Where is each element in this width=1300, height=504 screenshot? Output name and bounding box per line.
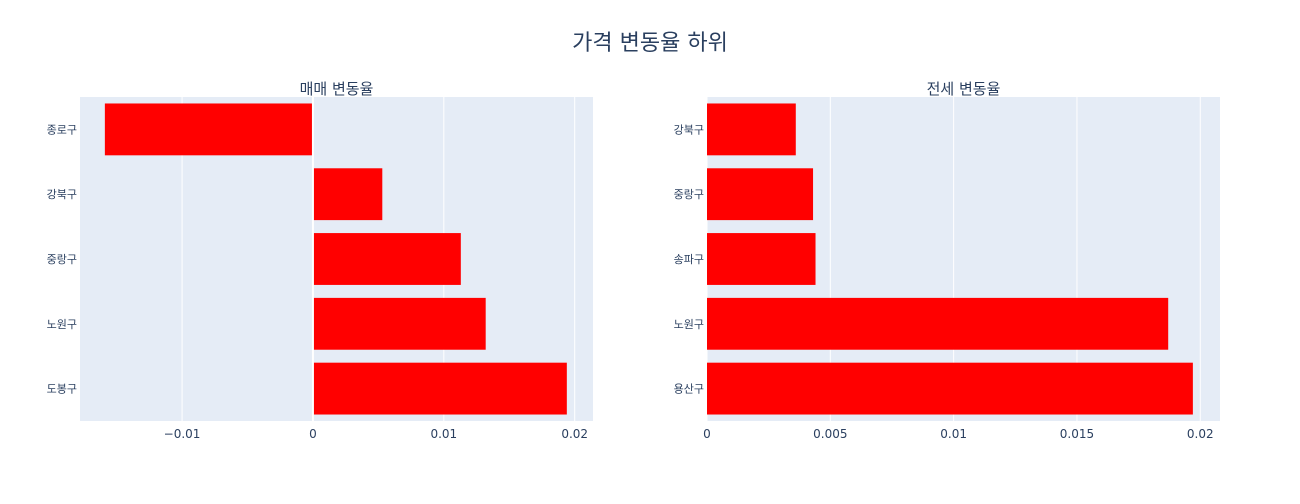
category-label: 강북구 xyxy=(674,123,704,136)
category-label: 도봉구 xyxy=(47,383,77,396)
x-tick-label: 0 xyxy=(309,427,317,441)
bar xyxy=(707,103,796,156)
bar xyxy=(312,297,486,350)
bar xyxy=(312,233,461,285)
x-tick-label: 0.005 xyxy=(813,427,847,441)
category-label: 강북구 xyxy=(47,188,77,201)
x-tick-label: 0.01 xyxy=(430,427,457,441)
category-label: 종로구 xyxy=(47,123,77,136)
x-tick-label: 0.015 xyxy=(1060,427,1094,441)
category-label: 중랑구 xyxy=(47,253,77,266)
bar xyxy=(707,168,814,221)
category-label: 용산구 xyxy=(674,383,704,396)
bar xyxy=(104,103,313,156)
bar xyxy=(707,297,1169,350)
chart-title: 가격 변동율 하위 xyxy=(572,31,728,56)
x-tick-label: 0.02 xyxy=(561,427,588,441)
category-label: 중랑구 xyxy=(674,188,704,201)
x-tick-label: 0.01 xyxy=(940,427,967,441)
bar xyxy=(312,168,383,221)
x-tick-label: −0.01 xyxy=(164,427,201,441)
subplot-title: 전세 변동율 xyxy=(927,80,1001,98)
category-label: 노원구 xyxy=(674,318,704,331)
category-label: 송파구 xyxy=(674,253,704,266)
bar xyxy=(707,233,816,285)
subplot-title: 매매 변동율 xyxy=(300,80,374,98)
bar xyxy=(312,362,567,415)
x-tick-label: 0 xyxy=(703,427,711,441)
category-label: 노원구 xyxy=(47,318,77,331)
bar xyxy=(707,362,1193,415)
x-tick-label: 0.02 xyxy=(1187,427,1214,441)
